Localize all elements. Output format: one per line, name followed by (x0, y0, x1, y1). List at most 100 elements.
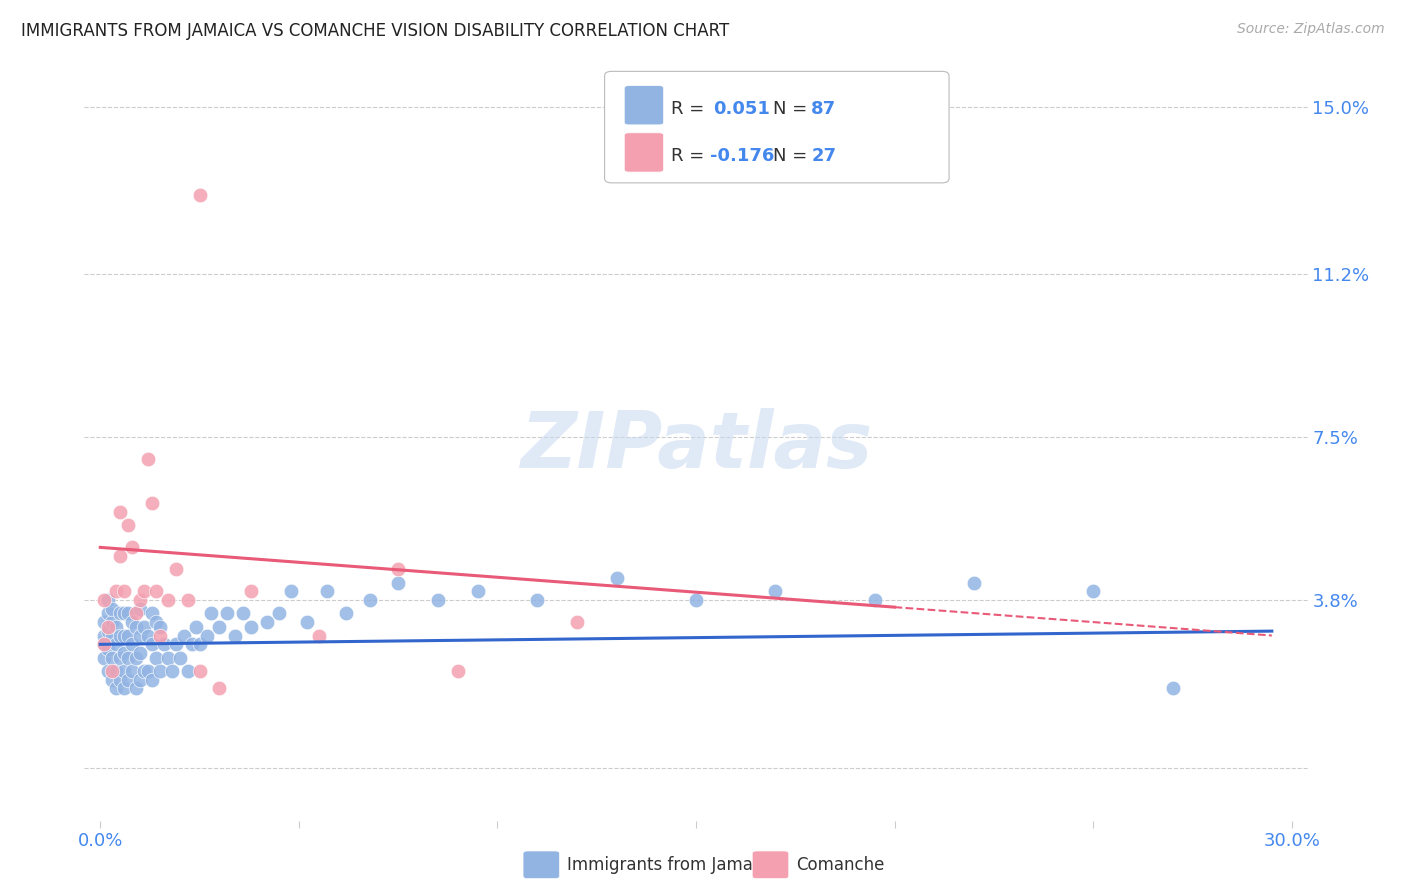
Point (93, 615, 115, 630)
Point (101, 628, 124, 642)
Point (105, 637, 128, 651)
Point (112, 584, 135, 599)
Point (165, 562, 187, 576)
Text: Source: ZipAtlas.com: Source: ZipAtlas.com (1237, 22, 1385, 37)
Point (129, 673, 152, 687)
Text: IMMIGRANTS FROM JAMAICA VS COMANCHE VISION DISABILITY CORRELATION CHART: IMMIGRANTS FROM JAMAICA VS COMANCHE VISI… (21, 22, 730, 40)
Point (188, 637, 211, 651)
Point (132, 620, 155, 634)
Point (184, 620, 207, 634)
Point (188, 187, 211, 202)
Point (108, 650, 131, 665)
Point (280, 584, 302, 599)
Point (105, 681, 128, 696)
Point (188, 664, 211, 678)
Point (426, 593, 449, 607)
Point (136, 452, 159, 467)
Point (132, 584, 155, 599)
Point (200, 607, 222, 621)
Point (117, 628, 139, 642)
Point (208, 620, 231, 634)
Point (165, 637, 187, 651)
Point (93, 593, 115, 607)
Point (387, 562, 409, 576)
Point (145, 615, 167, 630)
Point (467, 584, 489, 599)
Point (141, 607, 163, 621)
Point (267, 607, 290, 621)
Point (240, 620, 263, 634)
Point (125, 681, 148, 696)
Point (93, 637, 115, 651)
Point (108, 673, 131, 687)
Point (156, 650, 179, 665)
Point (169, 650, 191, 665)
Point (136, 664, 159, 678)
Point (93, 628, 115, 642)
Point (132, 664, 155, 678)
Point (97, 641, 120, 656)
Point (105, 664, 128, 678)
Point (117, 650, 139, 665)
Point (101, 615, 124, 630)
Point (121, 541, 143, 555)
Point (93, 650, 115, 665)
Point (101, 664, 124, 678)
Point (224, 628, 246, 642)
Point (136, 628, 159, 642)
Point (526, 593, 548, 607)
Point (173, 628, 195, 642)
Point (141, 637, 163, 651)
Point (112, 628, 135, 642)
Point (256, 615, 278, 630)
Point (101, 673, 124, 687)
Point (1081, 584, 1104, 599)
Point (149, 664, 172, 678)
Point (97, 620, 120, 634)
Text: 0.051: 0.051 (713, 100, 769, 118)
Point (108, 505, 131, 519)
Point (152, 637, 174, 651)
Point (240, 584, 263, 599)
Text: 87: 87 (811, 100, 837, 118)
Point (129, 628, 152, 642)
Point (685, 593, 707, 607)
Point (101, 650, 124, 665)
Point (125, 650, 148, 665)
Point (101, 602, 124, 616)
Point (97, 607, 120, 621)
Point (197, 628, 219, 642)
Point (141, 496, 163, 510)
Text: N =: N = (773, 147, 813, 165)
Point (121, 664, 143, 678)
Text: ZIPatlas: ZIPatlas (520, 408, 872, 484)
Point (97, 664, 120, 678)
Text: Comanche: Comanche (796, 856, 884, 874)
Text: 27: 27 (811, 147, 837, 165)
Point (232, 607, 254, 621)
Point (863, 593, 886, 607)
Point (105, 584, 128, 599)
Point (108, 628, 131, 642)
Point (1161, 681, 1184, 696)
Point (129, 593, 152, 607)
Point (359, 593, 381, 607)
Point (217, 607, 239, 621)
Point (121, 615, 143, 630)
Text: R =: R = (671, 147, 710, 165)
Point (176, 593, 198, 607)
Point (125, 607, 148, 621)
Point (160, 664, 183, 678)
Point (112, 646, 135, 660)
Point (308, 628, 330, 642)
Point (176, 664, 198, 678)
Point (117, 607, 139, 621)
Point (97, 624, 120, 639)
Point (121, 637, 143, 651)
Point (606, 571, 628, 585)
Point (145, 650, 167, 665)
Text: Immigrants from Jamaica: Immigrants from Jamaica (567, 856, 776, 874)
Point (315, 584, 337, 599)
Point (335, 607, 357, 621)
Point (112, 607, 135, 621)
